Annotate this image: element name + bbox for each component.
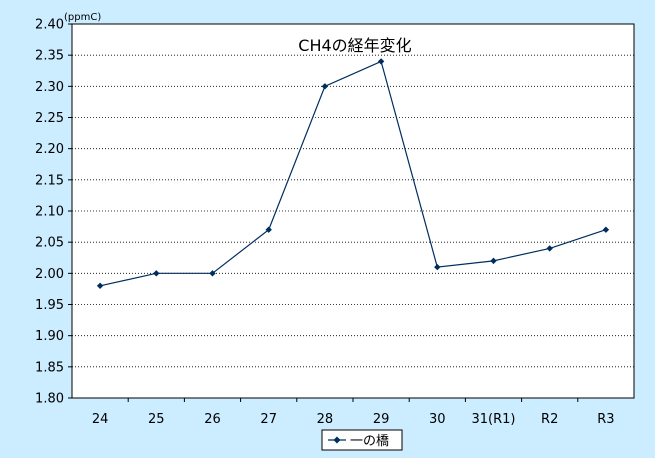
x-tick-label: 28 — [317, 412, 334, 427]
data-point-marker — [153, 270, 160, 277]
data-point-marker — [321, 83, 329, 90]
x-tick-label: 27 — [260, 412, 277, 427]
y-tick-label: 1.90 — [35, 329, 64, 344]
x-tick-label: R2 — [541, 412, 558, 427]
x-axis-ticks: 24 25 26 27 28 29 30 31(R1) R2 R3 — [92, 398, 615, 427]
x-tick-label: 24 — [92, 412, 109, 427]
gridlines — [72, 54, 634, 368]
y-axis-ticks: 1.80 1.85 1.90 1.95 2.00 2.05 2.10 2.15 2.20 2.25… — [35, 18, 72, 407]
legend-label: 一の橋 — [350, 434, 389, 449]
legend-box — [321, 429, 403, 451]
data-point-marker — [546, 245, 553, 252]
legend-marker-icon — [333, 436, 341, 444]
series-markers — [96, 58, 610, 289]
data-point-marker — [434, 263, 441, 271]
y-tick-label: 2.05 — [35, 236, 64, 251]
series-line — [99, 60, 607, 287]
y-tick-label: 2.40 — [35, 18, 64, 33]
x-tick-label: 31(R1) — [472, 412, 516, 427]
y-tick-label: 2.25 — [35, 111, 64, 126]
legend: 一の橋 — [321, 429, 403, 451]
x-tick-label: 25 — [148, 412, 165, 427]
x-tick-label: R3 — [597, 412, 614, 427]
y-tick-label: 2.30 — [35, 80, 64, 95]
data-point-marker — [209, 270, 216, 277]
chart-title: CH4の経年変化 — [298, 36, 411, 55]
y-tick-label: 2.00 — [35, 267, 64, 282]
data-point-marker — [265, 226, 272, 233]
y-tick-label: 1.80 — [35, 392, 64, 407]
data-point-marker — [377, 58, 385, 65]
x-tick-label: 26 — [204, 412, 221, 427]
data-point-marker — [490, 257, 497, 265]
x-tick-label: 29 — [373, 412, 390, 427]
data-point-marker — [96, 282, 104, 289]
y-tick-label: 2.35 — [35, 49, 64, 64]
y-tick-label: 2.10 — [35, 205, 64, 220]
y-tick-label: 1.85 — [35, 360, 64, 375]
y-tick-label: 2.20 — [35, 142, 64, 157]
data-point-marker — [602, 226, 610, 233]
x-tick-label: 30 — [429, 412, 446, 427]
y-tick-label: 1.95 — [35, 298, 64, 313]
y-unit-label: (ppmC) — [64, 12, 101, 23]
y-tick-label: 2.15 — [35, 173, 64, 188]
